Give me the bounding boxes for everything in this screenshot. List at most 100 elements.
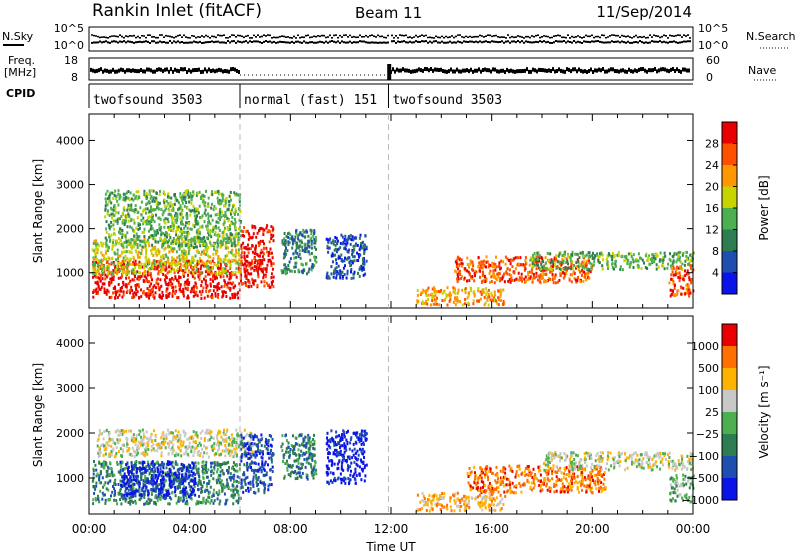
data-cell xyxy=(432,302,435,306)
data-cell xyxy=(553,258,556,262)
data-cell xyxy=(147,463,150,467)
data-cell xyxy=(205,248,207,252)
data-cell xyxy=(136,481,139,485)
data-cell xyxy=(210,206,213,210)
data-cell xyxy=(454,303,457,307)
data-cell xyxy=(144,476,147,480)
data-cell xyxy=(117,276,120,280)
data-cell xyxy=(600,251,603,255)
data-cell xyxy=(131,491,134,495)
data-cell xyxy=(583,270,586,274)
data-cell xyxy=(566,254,569,258)
data-cell xyxy=(114,243,117,247)
data-cell xyxy=(188,195,191,199)
data-cell xyxy=(589,261,592,265)
data-cell xyxy=(113,487,116,491)
data-cell xyxy=(150,252,153,256)
data-cell xyxy=(151,199,154,203)
data-cell xyxy=(199,259,201,263)
data-cell xyxy=(680,286,683,290)
data-cell xyxy=(101,461,104,465)
data-cell xyxy=(619,268,622,271)
data-cell xyxy=(153,429,155,433)
data-cell xyxy=(231,293,234,296)
data-cell xyxy=(160,481,163,485)
data-cell xyxy=(654,257,657,261)
data-cell xyxy=(128,479,131,482)
data-cell xyxy=(246,254,249,258)
data-cell xyxy=(500,298,502,302)
data-cell xyxy=(294,240,297,244)
data-cell xyxy=(251,261,254,265)
data-cell xyxy=(110,206,113,210)
data-cell xyxy=(194,493,197,497)
data-cell xyxy=(155,192,158,195)
data-cell xyxy=(584,265,587,269)
data-cell xyxy=(156,460,159,464)
data-cell xyxy=(217,478,220,482)
data-cell xyxy=(186,282,189,286)
data-cell xyxy=(114,483,117,486)
data-cell xyxy=(180,253,183,257)
data-cell xyxy=(184,243,187,247)
data-cell xyxy=(470,289,473,293)
data-cell xyxy=(187,476,190,480)
data-cell xyxy=(581,250,584,254)
data-cell xyxy=(139,482,141,486)
data-cell xyxy=(165,289,168,293)
data-cell xyxy=(235,499,238,503)
data-cell xyxy=(186,296,189,300)
data-cell xyxy=(223,229,226,233)
data-cell xyxy=(685,272,688,276)
data-cell xyxy=(530,268,533,272)
data-cell xyxy=(95,484,98,488)
data-cell xyxy=(282,271,285,275)
data-cell xyxy=(107,272,110,275)
data-cell xyxy=(145,222,148,226)
data-cell xyxy=(171,431,174,435)
data-cell xyxy=(672,259,675,263)
data-cell xyxy=(194,477,197,481)
data-cell xyxy=(180,206,183,210)
data-cell xyxy=(153,199,156,203)
data-cell xyxy=(211,293,214,297)
data-cell xyxy=(461,288,464,292)
data-cell xyxy=(118,196,121,200)
data-cell xyxy=(222,294,225,298)
data-cell xyxy=(352,276,355,280)
data-cell xyxy=(134,501,137,505)
data-cell xyxy=(140,262,143,266)
data-cell xyxy=(545,279,548,283)
data-cell xyxy=(191,487,194,491)
data-cell xyxy=(157,269,160,273)
data-cell xyxy=(351,252,354,256)
data-cell xyxy=(158,286,161,290)
data-cell xyxy=(585,272,588,276)
data-cell xyxy=(294,265,297,269)
data-cell xyxy=(335,266,338,270)
data-cell xyxy=(134,499,137,503)
data-cell xyxy=(108,257,111,261)
data-cell xyxy=(140,213,143,217)
data-cell xyxy=(245,276,248,280)
data-cell xyxy=(197,471,200,475)
data-cell xyxy=(206,250,208,254)
data-cell xyxy=(92,275,94,279)
data-cell xyxy=(174,218,177,222)
data-cell xyxy=(470,275,473,279)
data-cell xyxy=(105,261,108,264)
data-cell xyxy=(491,298,494,302)
data-cell xyxy=(172,436,175,440)
data-cell xyxy=(296,241,298,245)
data-cell xyxy=(132,218,135,222)
data-cell xyxy=(229,488,232,492)
data-cell xyxy=(558,260,561,264)
data-cell xyxy=(269,247,272,251)
data-cell xyxy=(632,259,635,263)
data-cell xyxy=(151,290,154,294)
data-cell xyxy=(201,260,204,264)
data-cell xyxy=(196,214,199,218)
data-cell xyxy=(109,277,112,281)
data-cell xyxy=(427,286,430,290)
data-cell xyxy=(143,235,146,238)
